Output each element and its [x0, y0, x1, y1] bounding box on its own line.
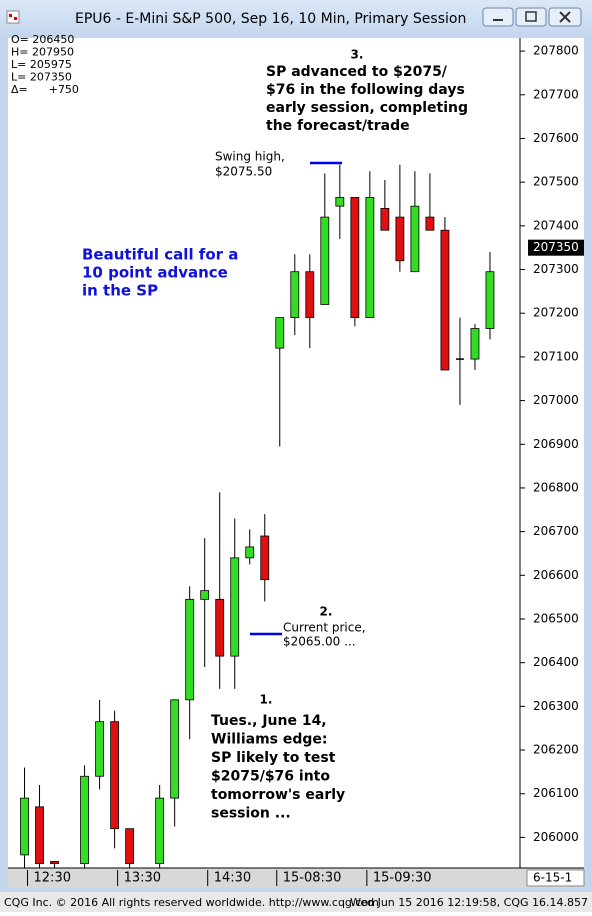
window-title: EPU6 - E-Mini S&P 500, Sep 16, 10 Min, P…	[75, 11, 466, 27]
y-tick-label: 207300	[533, 262, 579, 276]
y-tick-label: 206300	[533, 699, 579, 713]
ohlc-readout: L= 205975	[11, 58, 72, 71]
x-axis-band	[8, 868, 584, 888]
candle-body	[305, 271, 315, 318]
y-tick-label: 206800	[533, 480, 579, 494]
annotation-text: Williams edge:	[211, 732, 328, 748]
candle-body	[335, 197, 345, 207]
candle-body	[290, 271, 300, 318]
candle-body	[320, 216, 330, 305]
y-tick-label: 206100	[533, 786, 579, 800]
candle-body	[485, 271, 495, 329]
candle-body	[170, 699, 180, 799]
app-icon	[6, 10, 20, 24]
annotation-text: the forecast/trade	[266, 118, 410, 134]
candle-body	[215, 598, 225, 657]
maximize-button[interactable]	[515, 7, 547, 27]
annotation-text: SP likely to test	[211, 750, 336, 766]
minimize-button[interactable]	[482, 7, 514, 27]
y-tick-label: 207800	[533, 44, 579, 58]
candle-body	[20, 797, 29, 856]
date-box-label: 6-15-1	[533, 871, 572, 885]
candle-body	[440, 229, 450, 371]
annotation-text: in the SP	[82, 282, 158, 300]
app-icon-dot	[14, 17, 17, 20]
candle-body	[275, 317, 285, 349]
y-tick-label: 206700	[533, 524, 579, 538]
annotation-text: 10 point advance	[82, 264, 228, 282]
y-tick-label: 207500	[533, 175, 579, 189]
candle-body	[80, 775, 89, 865]
candle-body	[395, 216, 405, 262]
last-price-label: 207350	[533, 240, 579, 254]
candle-body	[410, 205, 420, 273]
maximize-icon	[525, 11, 537, 22]
candle-body	[185, 598, 195, 701]
candle-body	[95, 721, 104, 777]
y-tick-label: 206500	[533, 612, 579, 626]
date-box	[526, 869, 585, 887]
y-tick-label: 207000	[533, 393, 579, 407]
y-tick-label: 206000	[533, 830, 579, 844]
annotation-number: 2.	[320, 605, 333, 619]
candle-body	[425, 216, 435, 231]
candle-body	[260, 535, 270, 581]
annotation-text: $2075.50	[215, 165, 272, 179]
candle-body	[50, 861, 59, 865]
chart-area	[8, 38, 584, 888]
candle-body	[350, 197, 360, 318]
annotation-text: session ...	[211, 806, 291, 822]
ohlc-readout: H= 207950	[11, 46, 74, 59]
annotation-text: $2065.00 ...	[283, 635, 356, 649]
annotation-text: $76 in the following days	[266, 82, 465, 98]
x-tick-label: 15-08:30	[283, 871, 342, 886]
annotation-text: $2075/$76 into	[211, 769, 330, 785]
annotation-text: Swing high,	[215, 150, 285, 164]
x-tick-label: 14:30	[214, 871, 251, 886]
annotation-number: 1.	[260, 693, 273, 707]
ohlc-readout: Δ= +750	[11, 83, 79, 96]
candle-body	[380, 207, 390, 231]
annotation-text: Beautiful call for a	[82, 246, 238, 264]
annotation-text: tomorrow's early	[211, 787, 345, 803]
candle-body	[365, 197, 375, 318]
candle-body	[470, 328, 480, 360]
annotation-text: Tues., June 14,	[211, 713, 327, 729]
footer-right: Wed Jun 15 2016 12:19:58, CQG 16.14.857	[350, 896, 588, 909]
footer-bar	[0, 892, 592, 912]
y-tick-label: 206400	[533, 655, 579, 669]
y-tick-label: 207600	[533, 131, 579, 145]
annotation-text: SP advanced to $2075/	[266, 64, 448, 80]
y-tick-label: 207700	[533, 87, 579, 101]
candle-body	[230, 557, 240, 657]
app-icon-dot	[9, 14, 12, 17]
y-tick-label: 206900	[533, 437, 579, 451]
x-tick-label: 15-09:30	[373, 871, 432, 886]
candle-body	[245, 546, 255, 559]
annotation-text: early session, completing	[266, 100, 468, 116]
candle-body	[200, 590, 210, 600]
y-tick-label: 206600	[533, 568, 579, 582]
y-tick-label: 207400	[533, 218, 579, 232]
footer-left: CQG Inc. © 2016 All rights reserved worl…	[4, 896, 379, 909]
y-tick-label: 207200	[533, 306, 579, 320]
candle-body	[35, 806, 44, 865]
candle-body	[110, 721, 120, 830]
candle-body	[125, 828, 135, 865]
close-icon	[559, 11, 571, 23]
x-tick-label: 13:30	[124, 871, 161, 886]
ohlc-readout: O= 206450	[11, 33, 74, 46]
annotation-number: 3.	[351, 48, 364, 62]
y-tick-label: 206200	[533, 743, 579, 757]
y-tick-label: 207100	[533, 349, 579, 363]
candle-body	[155, 797, 165, 865]
annotation-text: Current price,	[283, 621, 366, 635]
last-price-box	[528, 239, 584, 256]
x-tick-label: 12:30	[34, 871, 71, 886]
ohlc-readout: L= 207350	[11, 71, 72, 84]
